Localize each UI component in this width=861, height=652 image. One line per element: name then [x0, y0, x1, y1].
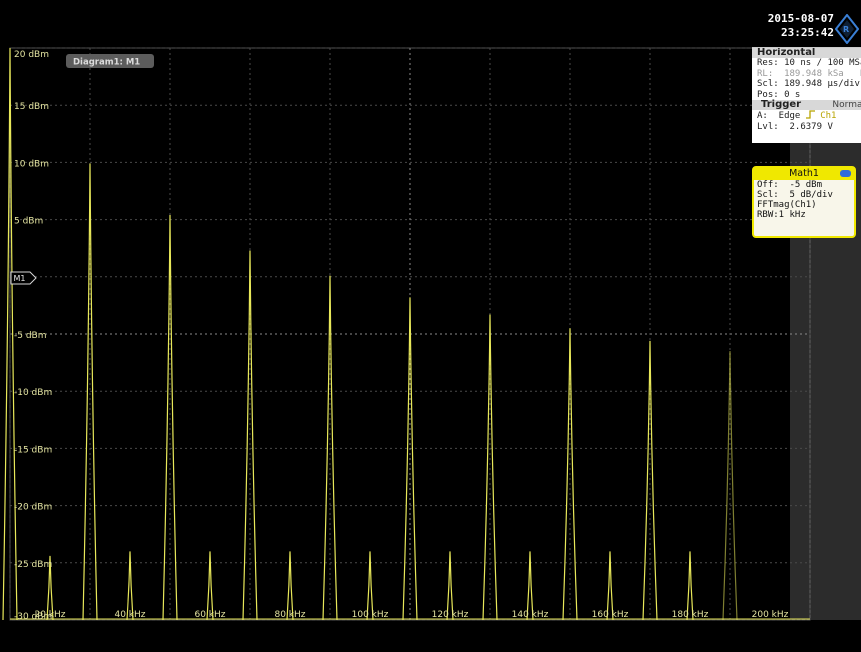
math1-offset: Off: -5 dBm — [757, 180, 823, 190]
horizontal-scale-value: Scl: 189.948 µs/div — [757, 79, 860, 90]
resolution-value: Res: 10 ns / 100 MSa/s — [757, 58, 861, 69]
sideband-peak — [126, 551, 134, 621]
harmonic-peak — [2, 47, 18, 621]
harmonic-peak — [322, 275, 338, 621]
date-label: 2015-08-07 — [767, 12, 834, 25]
trigger-title: Trigger — [761, 99, 802, 111]
math1-scale: Scl: 5 dB/div — [757, 190, 833, 200]
x-axis-tick-labels: 20 kHz 40 kHz 60 kHz 80 kHz 100 kHz 120 kHz 14… — [34, 610, 788, 620]
record-length-value: RL: 189.948 kSa RL — [757, 68, 861, 79]
math1-header[interactable]: Math1 — [754, 168, 854, 180]
sideband-peak — [446, 551, 454, 621]
spectrum-trace — [2, 47, 810, 621]
grid — [9, 47, 811, 621]
marker-arrow-icon — [10, 271, 37, 285]
math1-function: FFTmag(Ch1) — [757, 200, 817, 210]
harmonic-peak — [402, 297, 418, 621]
horizontal-panel-title: Horizontal — [752, 48, 861, 59]
y-tick-label: -5 dBm — [14, 331, 47, 341]
svg-text:R: R — [843, 25, 849, 34]
harmonic-peak — [82, 163, 98, 621]
x-tick-label: 200 kHz — [752, 610, 789, 620]
x-tick-label: 160 kHz — [592, 610, 629, 620]
harmonic-peak — [722, 351, 738, 621]
x-tick-label: 120 kHz — [432, 610, 469, 620]
trigger-header[interactable]: Trigger Normal — [752, 99, 861, 111]
math1-toggle-icon[interactable] — [840, 170, 851, 177]
trigger-source-row: A: Edge Ch1 — [752, 110, 861, 121]
trigger-channel: Ch1 — [820, 111, 837, 122]
harmonic-peak — [242, 250, 258, 621]
y-tick-label: -20 dBm — [14, 503, 52, 513]
harmonic-peak — [562, 328, 578, 621]
y-tick-label: -25 dBm — [14, 560, 52, 570]
sideband-peak — [526, 551, 534, 621]
horizontal-settings-panel[interactable]: Horizontal Res: 10 ns / 100 MSa/s RL: 18… — [752, 47, 861, 143]
diagram-tab[interactable]: Diagram1: M1 — [66, 54, 154, 68]
x-tick-label: 40 kHz — [114, 610, 145, 620]
y-tick-label: -15 dBm — [14, 445, 52, 455]
rohde-schwarz-logo-icon: R — [835, 14, 859, 44]
harmonic-peak — [482, 314, 498, 621]
sideband-peak — [686, 551, 694, 621]
math1-title: Math1 — [789, 168, 819, 179]
rising-edge-icon — [805, 110, 815, 120]
x-tick-label: 140 kHz — [512, 610, 549, 620]
sideband-peak — [206, 551, 214, 621]
y-tick-label: 5 dBm — [14, 217, 43, 227]
sideband-peak — [286, 551, 294, 621]
x-tick-label: 100 kHz — [352, 610, 389, 620]
y-axis-tick-labels: 20 dBm 15 dBm 10 dBm 5 dBm -5 dBm -10 dBm -15 … — [14, 50, 52, 622]
position-value: Pos: 0 s — [757, 89, 801, 100]
math1-rbw: RBW:1 kHz — [757, 210, 806, 220]
time-label: 23:25:42 — [781, 26, 834, 39]
x-tick-label: 20 kHz — [34, 610, 65, 620]
harmonic-peak — [162, 215, 178, 621]
reference-marker[interactable]: M1 — [10, 271, 37, 285]
datetime-display: 2015-08-07 23:25:42 — [762, 12, 834, 40]
reference-marker-label: M1 — [14, 274, 26, 283]
y-tick-label: 10 dBm — [14, 159, 49, 169]
sideband-peak — [46, 555, 54, 621]
x-tick-label: 80 kHz — [274, 610, 305, 620]
y-tick-label: -30 dBm — [14, 612, 52, 622]
harmonic-peak — [642, 340, 658, 621]
trigger-mode: Normal — [832, 100, 861, 111]
y-tick-label: -10 dBm — [14, 388, 52, 398]
y-tick-label: 20 dBm — [14, 50, 49, 60]
trigger-level-value: Lvl: 2.6379 V — [757, 121, 833, 132]
diagram-tab-label: Diagram1: M1 — [73, 58, 140, 68]
x-tick-label: 60 kHz — [194, 610, 225, 620]
sideband-peak — [366, 551, 374, 621]
sideband-peak — [606, 551, 614, 621]
y-tick-label: 15 dBm — [14, 102, 49, 112]
x-tick-label: 180 kHz — [672, 610, 709, 620]
math1-info-box[interactable]: Math1 Off: -5 dBm Scl: 5 dB/div FFTmag(C… — [752, 166, 856, 238]
trigger-source-label: A: Edge — [757, 111, 806, 122]
